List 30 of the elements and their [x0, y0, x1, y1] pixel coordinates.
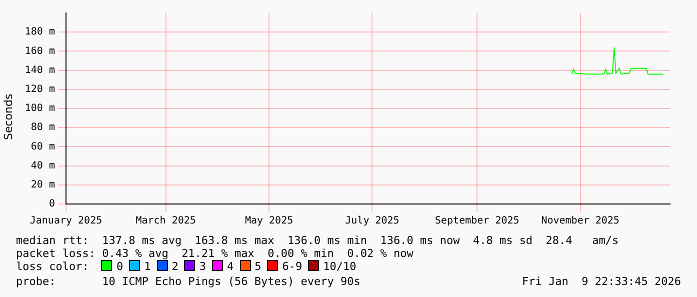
legend-label: 1: [144, 260, 151, 273]
y-tick-label: 160 m: [24, 46, 55, 57]
x-tick-label: July 2025: [345, 216, 400, 227]
x-tick-label: January 2025: [30, 216, 102, 227]
y-tick-label: 60 m: [30, 141, 55, 152]
x-tick-label: May 2025: [244, 216, 294, 227]
y-tick-label: 20 m: [30, 179, 55, 190]
legend-label: 6-9: [282, 260, 302, 273]
y-tick-label: 0: [48, 198, 55, 210]
legend-label: 0: [116, 260, 124, 273]
y-tick-label: 80 m: [30, 122, 55, 134]
y-tick-label: 140 m: [24, 64, 55, 76]
legend-label: 3: [199, 260, 206, 273]
x-tick-label: November 2025: [541, 216, 620, 227]
y-tick-label: 40 m: [30, 160, 55, 172]
y-tick-label: 100 m: [24, 103, 55, 114]
legend-label: 2: [172, 260, 178, 273]
legend-title: loss color:: [16, 260, 89, 273]
x-tick-label: September 2025: [434, 216, 520, 227]
text: Fri Jan 9 22:33:45 2026: [522, 275, 681, 288]
legend-label: 10/10: [323, 260, 356, 273]
y-tick-label: 120 m: [24, 84, 55, 95]
y-axis-title: Seconds: [2, 94, 15, 140]
x-tick-label: March 2025: [136, 216, 196, 227]
text: probe: 10 ICMP Echo Pings (56 Bytes) every 90s: [16, 275, 360, 288]
y-tick-label: 180 m: [24, 26, 55, 38]
legend-label: 5: [254, 260, 262, 273]
text: packet loss: 0.43 % avg 21.21 % max 0.00 % min 0.02 % now: [16, 247, 414, 260]
text: median rtt: 137.8 ms avg 163.8 ms max 136.0 ms min 136.0 ms now 4.8 ms sd 28.4 am/s: [16, 234, 619, 247]
legend-label: 4: [226, 260, 234, 273]
